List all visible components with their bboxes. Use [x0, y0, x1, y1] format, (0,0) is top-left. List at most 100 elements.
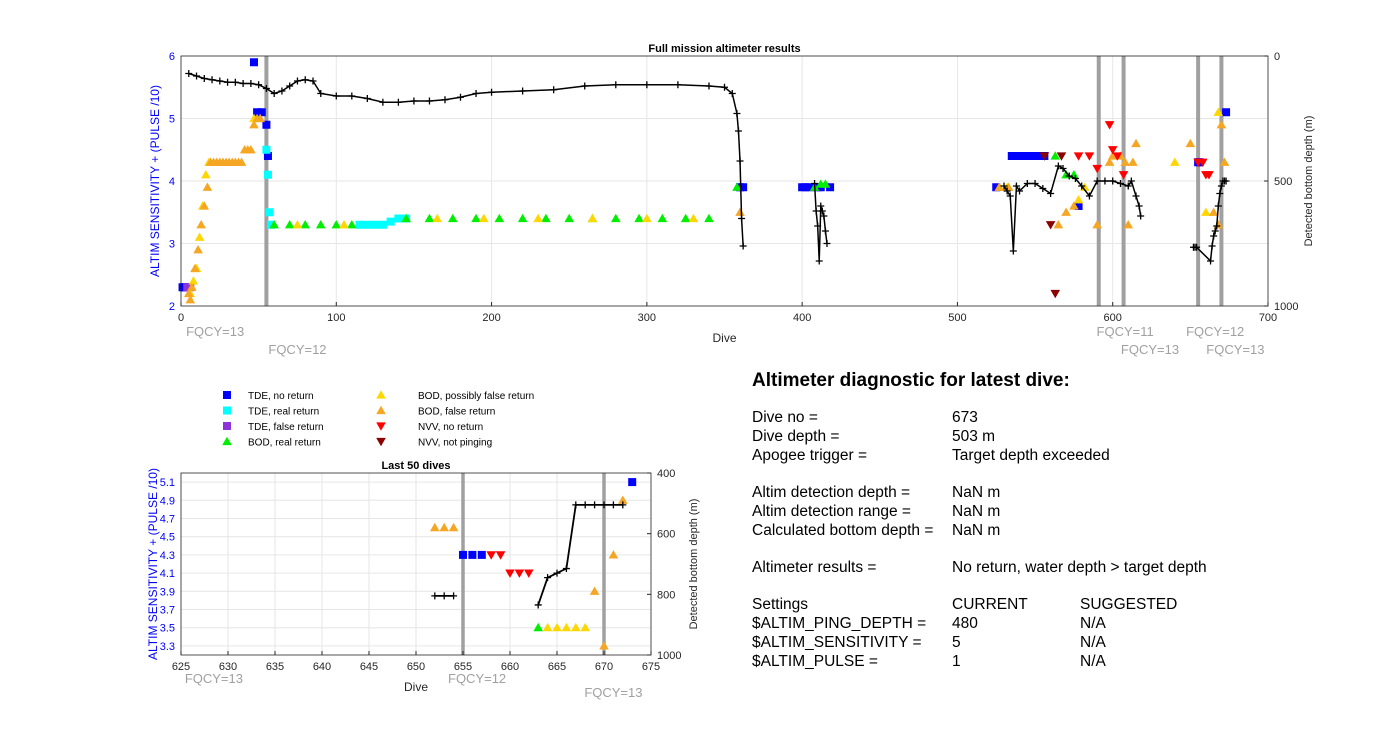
last50-depth-point — [609, 501, 617, 509]
full-mission-depth-point — [519, 87, 527, 95]
full-mission-marker — [1222, 108, 1231, 117]
full-mission-marker — [347, 219, 357, 229]
full-mission-depth-point — [550, 86, 558, 94]
full-mission-marker — [300, 219, 311, 229]
full-mission-depth-point — [301, 76, 309, 84]
full-mission-marker — [820, 179, 831, 188]
full-mission-marker — [1026, 152, 1035, 160]
full-mission-depth-point — [193, 72, 201, 80]
sensitivity-current: 5 — [952, 634, 961, 651]
last50-marker — [486, 551, 496, 560]
dive-depth-label: Dive depth = — [752, 428, 840, 445]
last50-x-axis-label: Dive — [404, 680, 428, 694]
full-mission-depth-point — [1059, 165, 1067, 172]
full-mission-depth-point — [1214, 202, 1222, 210]
full-mission-depth-point — [379, 98, 387, 106]
full-mission-depth-point — [239, 80, 247, 87]
full-mission-marker — [1219, 157, 1230, 166]
full-mission-marker — [1092, 219, 1102, 229]
last50-y2-tick-label: 400 — [657, 468, 675, 480]
full-mission-depth-point — [441, 96, 449, 104]
full-mission-marker — [447, 213, 458, 223]
full-mission-marker — [1104, 121, 1115, 130]
diagnostic-title: Altimeter diagnostic for latest dive: — [752, 370, 1070, 391]
last50-fqcy-label: FQCY=13 — [185, 671, 243, 686]
dive-no-value: 673 — [952, 409, 978, 426]
last50-y-tick-label: 3.5 — [160, 623, 175, 635]
full-mission-depth-point — [1127, 177, 1135, 185]
full-mission-depth-point — [317, 90, 325, 97]
full-mission-marker — [187, 282, 197, 291]
full-mission-depth-point — [247, 80, 255, 87]
full-mission-marker — [432, 213, 443, 223]
full-mission-fqcy-label: FQCY=12 — [1186, 324, 1244, 339]
full-mission-marker — [587, 213, 598, 223]
full-mission-marker — [284, 219, 295, 229]
last50-fqcy-label: FQCY=12 — [448, 671, 506, 686]
full-mission-marker — [1120, 157, 1130, 166]
last50-marker — [495, 551, 506, 560]
ping-depth-suggested: N/A — [1080, 615, 1106, 632]
last50-marker — [477, 550, 486, 559]
last50-depth-point — [440, 592, 448, 600]
last50-x-tick-label: 655 — [454, 661, 472, 673]
full-mission-marker — [1107, 151, 1118, 160]
last50-depth-point — [562, 565, 570, 573]
full-mission-marker — [1007, 152, 1016, 160]
last50-marker — [561, 622, 572, 632]
full-mission-marker — [479, 213, 489, 223]
full-mission-marker — [202, 182, 213, 191]
full-mission-marker — [263, 152, 272, 160]
full-mission-marker — [193, 244, 203, 254]
last50-depth-point — [600, 501, 608, 509]
last50-y-tick-label: 4.1 — [160, 568, 175, 580]
full-mission-marker — [394, 214, 403, 223]
full-mission-marker — [1107, 146, 1118, 155]
full-mission-depth-point — [734, 127, 742, 135]
full-mission-depth-point — [1208, 242, 1216, 250]
legend-marker — [223, 422, 231, 430]
last50-depth-point — [544, 574, 552, 582]
full-mission-marker — [265, 208, 274, 217]
dive-no-label: Dive no = — [752, 409, 818, 426]
full-mission-marker — [642, 213, 652, 223]
full-mission-marker — [1170, 157, 1180, 166]
full-mission-fqcy-label: FQCY=12 — [268, 342, 326, 357]
full-mission-marker — [1092, 164, 1102, 174]
full-mission-marker — [1031, 152, 1040, 160]
full-mission-depth-point — [410, 97, 418, 105]
full-mission-marker — [688, 213, 699, 223]
full-mission-fqcy-label: FQCY=13 — [186, 324, 244, 339]
full-mission-marker — [634, 213, 644, 223]
full-mission-x-tick-label: 500 — [948, 312, 966, 324]
full-mission-depth-point — [581, 82, 589, 90]
full-mission-y-tick-label: 5 — [169, 114, 175, 126]
full-mission-x-tick-label: 600 — [1104, 312, 1122, 324]
last50-depth-point — [553, 569, 561, 577]
legend-marker — [222, 436, 232, 446]
full-mission-marker — [1035, 152, 1044, 160]
full-mission-depth-point — [208, 76, 216, 84]
legend-marker — [376, 390, 386, 399]
full-mission-depth-point — [425, 97, 433, 105]
last50-y-tick-label: 3.3 — [160, 641, 175, 653]
full-mission-depth-point — [224, 78, 232, 86]
full-mission-marker — [1073, 152, 1084, 161]
last50-y-axis-label: ALTIM SENSITIVITY + (PULSE /10) — [146, 468, 160, 660]
full-mission-marker — [1074, 202, 1083, 210]
full-mission-marker — [199, 201, 210, 210]
last50-marker — [552, 622, 562, 632]
full-mission-marker — [826, 183, 835, 192]
full-mission-marker — [401, 213, 411, 223]
detection-depth-label: Altim detection depth = — [752, 484, 911, 501]
full-mission-marker — [1204, 171, 1214, 180]
full-mission-depth-point — [363, 95, 371, 102]
full-mission-marker — [315, 219, 326, 229]
last50-y-tick-label: 4.5 — [160, 532, 175, 544]
full-mission-depth-point — [1006, 192, 1014, 200]
full-mission-marker — [611, 213, 621, 223]
ping-depth-label: $ALTIM_PING_DEPTH = — [752, 615, 927, 632]
results-value: No return, water depth > target depth — [952, 559, 1207, 576]
full-mission-marker — [355, 220, 364, 229]
full-mission-depth-point — [1210, 232, 1218, 240]
